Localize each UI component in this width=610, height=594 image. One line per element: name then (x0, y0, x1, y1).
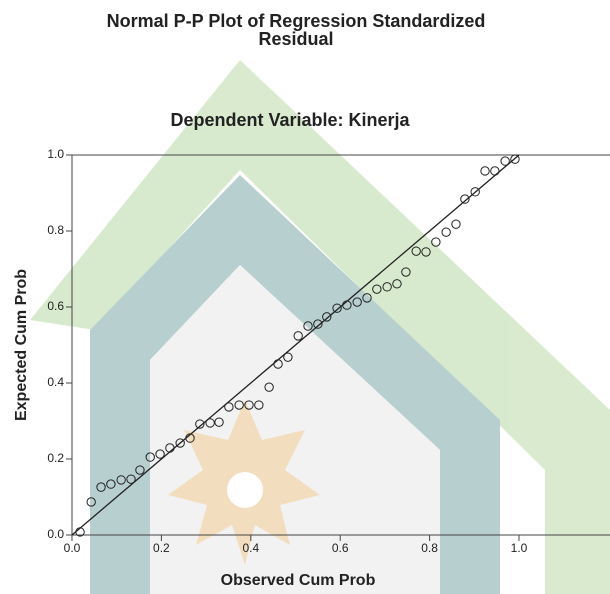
y-tick-label: 0.0 (47, 527, 64, 541)
x-tick-label: 0.2 (153, 541, 170, 555)
x-tick-label: 1.0 (511, 541, 528, 555)
watermark (30, 60, 610, 594)
x-tick-label: 0.8 (421, 541, 438, 555)
chart-title: Residual (258, 29, 333, 49)
y-tick-label: 1.0 (47, 147, 64, 161)
x-axis-label: Observed Cum Prob (221, 572, 376, 589)
watermark-dot (227, 472, 263, 508)
point (432, 238, 440, 246)
x-tick-label: 0.4 (242, 541, 259, 555)
chart-subtitle: Dependent Variable: Kinerja (170, 110, 410, 130)
point (452, 220, 460, 228)
point (442, 228, 450, 236)
y-tick-label: 0.4 (47, 375, 64, 389)
point (481, 167, 489, 175)
x-tick-label: 0.0 (64, 541, 81, 555)
x-tick-label: 0.6 (332, 541, 349, 555)
y-tick-label: 0.8 (47, 223, 64, 237)
chart: Normal P-P Plot of Regression Standardiz… (0, 0, 610, 594)
point (501, 157, 509, 165)
y-tick-label: 0.6 (47, 299, 64, 313)
point (491, 167, 499, 175)
y-axis-label: Expected Cum Prob (13, 269, 30, 421)
chart-title: Normal P-P Plot of Regression Standardiz… (107, 11, 486, 31)
y-tick-label: 0.2 (47, 451, 64, 465)
